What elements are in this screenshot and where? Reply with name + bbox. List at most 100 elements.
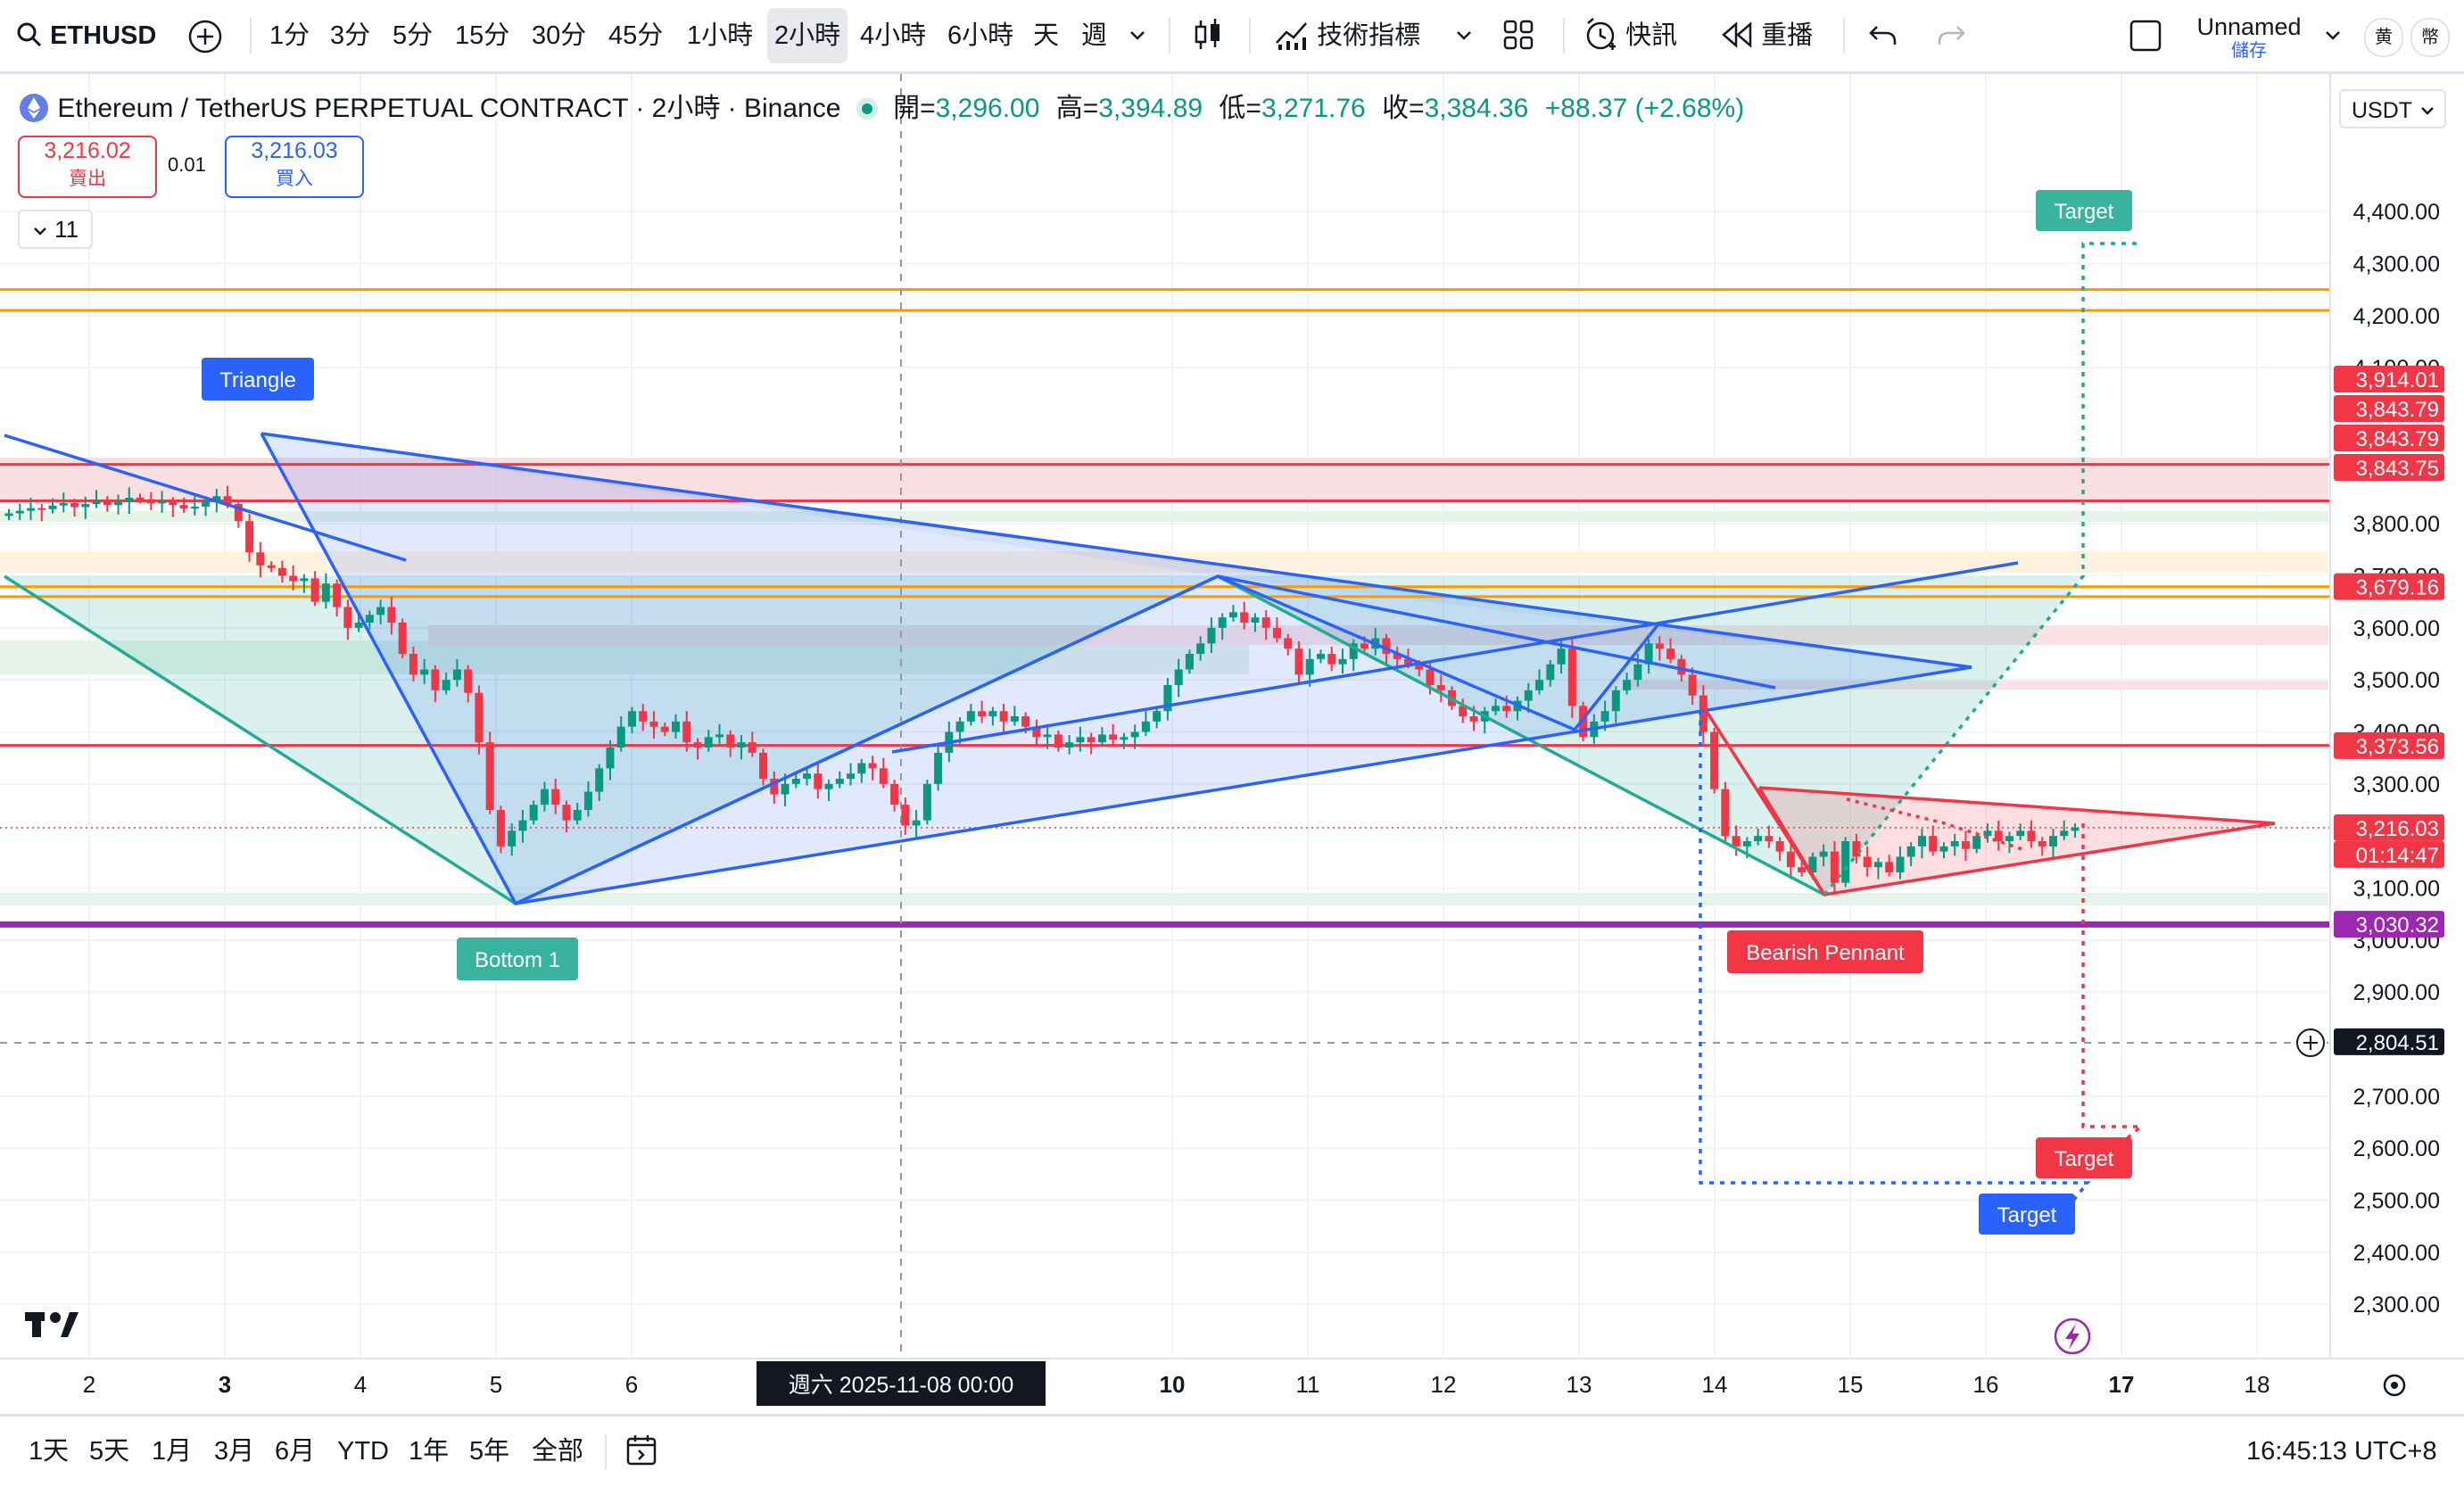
replay-button[interactable]: 重播 (1720, 0, 1813, 71)
interval-5m[interactable]: 5分 (393, 21, 434, 50)
candle-body (1841, 841, 1850, 883)
interval-1h[interactable]: 1小時 (687, 21, 754, 50)
badge-yellow[interactable]: 黄 (2364, 18, 2403, 57)
buy-button[interactable]: 3,216.03 買入 (225, 136, 364, 198)
price-axis-label-text: 3,679.16 (2356, 576, 2439, 600)
symbol-search-button[interactable]: ETHUSD (16, 0, 156, 71)
support-zone-low (0, 893, 2328, 905)
range-ytd[interactable]: YTD (337, 1437, 389, 1466)
candle-body (289, 575, 298, 582)
annotation-target-up[interactable]: Target (2036, 190, 2132, 231)
compare-symbol-button[interactable] (187, 0, 223, 71)
range-3m[interactable]: 3月 (214, 1437, 255, 1466)
interval-day[interactable]: 天 (1033, 21, 1060, 50)
candle-body (1043, 734, 1052, 738)
interval-week[interactable]: 週 (1081, 21, 1108, 50)
candle-body (343, 607, 352, 628)
rewind-icon (1722, 21, 1752, 48)
interval-3m[interactable]: 3分 (330, 21, 371, 50)
annotation-target-red[interactable]: Target (2036, 1137, 2132, 1178)
lightning-icon[interactable] (2054, 1318, 2091, 1355)
candle-body (365, 615, 374, 623)
candle-body (464, 669, 473, 693)
redo-button[interactable] (1936, 0, 1966, 71)
right-bottom-pattern-line (1217, 574, 1825, 896)
layout-dropdown-button[interactable] (2323, 0, 2343, 71)
currency-select[interactable]: USDT (2339, 89, 2446, 128)
range-5d[interactable]: 5天 (89, 1437, 130, 1466)
candle-body (387, 607, 396, 623)
range-6m[interactable]: 6月 (275, 1437, 316, 1466)
range-1y[interactable]: 1年 (409, 1437, 450, 1466)
target-up-projection (1823, 242, 2141, 896)
candle-body (803, 773, 812, 779)
candle-body (1786, 851, 1795, 868)
clock-timezone[interactable]: 16:45:13 UTC+8 (2246, 1437, 2437, 1466)
annotation-target-blue[interactable]: Target (1979, 1194, 2075, 1235)
range-1d[interactable]: 1天 (29, 1437, 70, 1466)
time-axis-bg[interactable] (0, 1359, 2464, 1414)
indicators-collapse-button[interactable]: 11 (18, 210, 93, 249)
candle-body (1611, 690, 1620, 712)
add-alert-plus-icon[interactable] (2296, 1029, 2325, 1057)
goto-date-button[interactable] (624, 1417, 660, 1487)
candle-body (1765, 836, 1774, 841)
candle-body (1185, 654, 1194, 670)
axis-settings-gear-icon[interactable] (2383, 1374, 2406, 1397)
candlestick-icon (1195, 19, 1220, 49)
layout-name-block[interactable]: Unnamed 儲存 (2191, 12, 2307, 61)
interval-6h[interactable]: 6小時 (947, 21, 1014, 50)
pennant-flagpole (1702, 706, 1826, 896)
annotation-bearish-pennant[interactable]: Bearish Pennant (1727, 930, 1923, 973)
candle-body (1097, 734, 1106, 743)
indicators-dropdown-button[interactable] (1454, 0, 1474, 71)
interval-45m[interactable]: 45分 (608, 21, 664, 50)
annotation-bottom-1[interactable]: Bottom 1 (457, 938, 578, 980)
candle-body (715, 734, 724, 738)
interval-30m[interactable]: 30分 (532, 21, 587, 50)
interval-dropdown-button[interactable] (1128, 0, 1147, 71)
candle-body (2038, 841, 2046, 847)
candle-body (1294, 648, 1303, 675)
candle-body (988, 711, 997, 716)
interval-4h[interactable]: 4小時 (860, 21, 927, 50)
candle-body (256, 552, 265, 566)
range-1m[interactable]: 1月 (152, 1437, 193, 1466)
candle-body (146, 499, 155, 504)
sell-button[interactable]: 3,216.02 賣出 (18, 136, 157, 198)
candle-body (639, 711, 648, 722)
candle-body (693, 742, 702, 748)
layout-grid-button[interactable] (1502, 0, 1534, 71)
candle-body (485, 742, 494, 810)
chart-type-button[interactable] (1192, 0, 1224, 71)
candle-body (169, 501, 178, 506)
candle-body (868, 763, 877, 769)
annotation-triangle[interactable]: Triangle (202, 358, 314, 401)
time-tick-label: 11 (1296, 1371, 1320, 1398)
interval-2h-selected[interactable]: 2小時 (767, 8, 848, 63)
candle-body (420, 669, 429, 675)
interval-15m[interactable]: 15分 (455, 21, 510, 50)
indicators-button[interactable]: 技術指標 (1274, 0, 1420, 71)
square-icon (2129, 20, 2162, 52)
price-axis-label-bg (2334, 425, 2444, 451)
candle-body (737, 742, 746, 748)
crosshair-date-label: 週六 2025-11-08 00:00 (789, 1373, 1013, 1398)
price-axis-bg[interactable] (2330, 74, 2464, 1359)
undo-button[interactable] (1868, 0, 1898, 71)
interval-1m[interactable]: 1分 (269, 21, 310, 50)
range-all[interactable]: 全部 (532, 1437, 584, 1466)
layout-save-button[interactable] (2129, 0, 2162, 71)
price-axis-labels: 3,914.01 3,843.79 3,843.79 3,843.75 3,679.16… (2334, 366, 2444, 1055)
legend-high: 3,394.89 (1098, 94, 1203, 123)
badge-coin[interactable]: 幣 (2410, 18, 2450, 57)
price-tick-label: 4,300.00 (2353, 252, 2440, 277)
horizontal-levels (0, 288, 2330, 928)
range-5y[interactable]: 5年 (469, 1437, 510, 1466)
candle-body (376, 607, 385, 615)
alert-news-button[interactable]: 快訊 (1583, 0, 1677, 71)
news-label: 快訊 (1625, 21, 1678, 50)
candle-body (1830, 851, 1839, 883)
price-chart[interactable]: Triangle Bottom 1 Bearish Pennant Target… (0, 74, 2464, 1414)
candle-body (1218, 617, 1227, 628)
